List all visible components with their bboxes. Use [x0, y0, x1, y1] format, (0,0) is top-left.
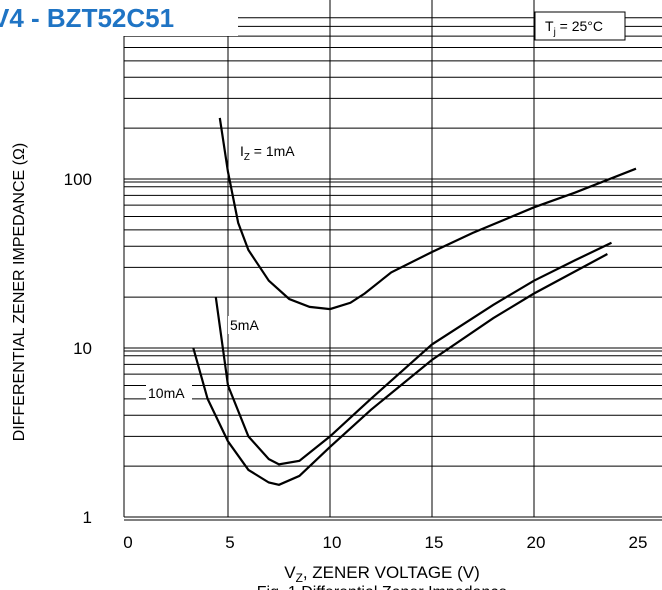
- label-bg: [228, 316, 266, 334]
- label-bg: [146, 384, 192, 402]
- x-axis-label-sub: Z: [296, 571, 303, 585]
- condition-main: T: [545, 18, 554, 34]
- x-tick-label: 15: [425, 533, 444, 552]
- series-label-main: I: [240, 143, 244, 159]
- series-label-rest: = 1mA: [250, 143, 295, 159]
- condition-box: [534, 11, 626, 41]
- curve: [192, 253, 608, 486]
- title-bg: [0, 0, 238, 36]
- y-tick-label: 100: [64, 170, 92, 189]
- x-tick-label: 25: [629, 533, 648, 552]
- y-tick-label: 10: [73, 339, 92, 358]
- y-tick-label: 1: [83, 508, 92, 527]
- condition-sub: j: [553, 27, 556, 38]
- x-tick-label: 20: [527, 533, 546, 552]
- chart-title: V4 - BZT52C51: [0, 3, 174, 33]
- x-tick-label: 10: [323, 533, 342, 552]
- curve: [214, 241, 612, 466]
- series-label: 5mA: [230, 317, 259, 333]
- x-axis-label-main: V: [284, 563, 296, 582]
- x-tick-label: 0: [123, 533, 132, 552]
- series-label-sub: Z: [244, 152, 250, 163]
- condition-rest: = 25°C: [556, 18, 603, 34]
- series-label: IZ = 1mA: [240, 143, 295, 163]
- series-label: 10mA: [148, 385, 185, 401]
- condition: Tj = 25°C: [545, 18, 603, 38]
- curve: [218, 117, 637, 311]
- x-axis-label: VZ, ZENER VOLTAGE (V): [284, 563, 480, 585]
- x-tick-label: 5: [225, 533, 234, 552]
- y-axis-label: DIFFERENTIAL ZENER IMPEDANCE (Ω): [11, 143, 28, 442]
- caption: Fig. 1 Differential Zener Impedance: [257, 584, 508, 590]
- x-axis-label-rest: , ZENER VOLTAGE (V): [303, 563, 480, 582]
